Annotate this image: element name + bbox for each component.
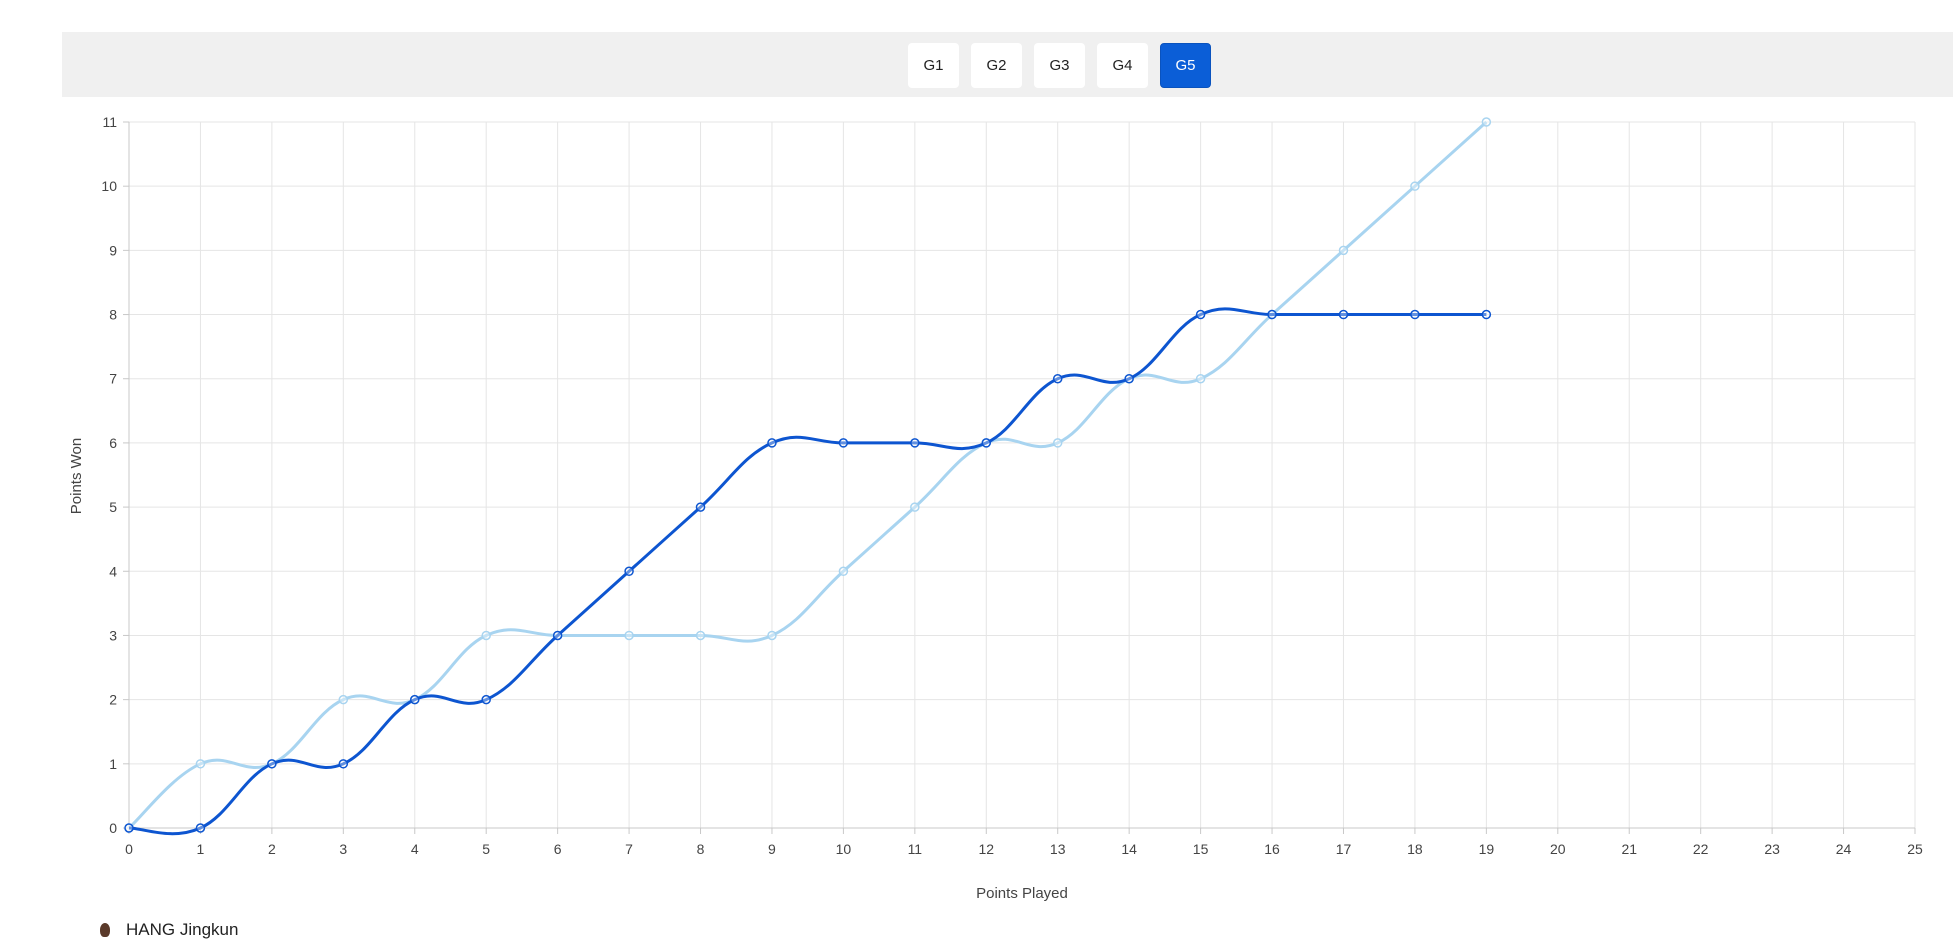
data-point[interactable] xyxy=(624,566,634,577)
data-point[interactable] xyxy=(338,694,349,705)
x-axis-title: Points Played xyxy=(976,885,1068,902)
tab-g4[interactable]: G4 xyxy=(1097,43,1148,88)
x-tick-label: 15 xyxy=(1193,841,1209,857)
game-selector-bar: G1 G2 G3 G4 G5 xyxy=(62,32,1953,97)
x-tick-label: 18 xyxy=(1407,841,1423,857)
data-point[interactable] xyxy=(410,694,420,705)
tab-g5[interactable]: G5 xyxy=(1160,43,1211,88)
game-tabs: G1 G2 G3 G4 G5 xyxy=(908,43,1211,88)
series-2 xyxy=(124,307,1492,836)
tab-g2[interactable]: G2 xyxy=(971,43,1022,88)
tick-labels: 0 1 2 3 4 5 6 7 8 9 10 11 12 13 14 15 16 17 18 19 20 21 22 23 24… xyxy=(101,114,1923,857)
y-tick-label: 10 xyxy=(101,178,117,194)
x-tick-label: 22 xyxy=(1693,841,1709,857)
data-point[interactable] xyxy=(1410,309,1420,320)
x-tick-label: 21 xyxy=(1621,841,1637,857)
data-point[interactable] xyxy=(267,759,277,769)
data-point[interactable] xyxy=(481,694,491,705)
legend-player-name: HANG Jingkun xyxy=(126,920,239,939)
series-line xyxy=(128,307,1487,836)
y-tick-label: 7 xyxy=(109,371,117,387)
series-line xyxy=(127,120,1488,830)
y-tick-label: 4 xyxy=(109,563,117,579)
series-1 xyxy=(124,117,1492,833)
x-tick-label: 13 xyxy=(1050,841,1066,857)
x-tick-label: 1 xyxy=(197,841,205,857)
x-tick-label: 0 xyxy=(125,841,133,857)
x-tick-label: 5 xyxy=(482,841,490,857)
data-point[interactable] xyxy=(338,759,349,769)
data-point[interactable] xyxy=(1410,181,1420,191)
x-tick-label: 6 xyxy=(554,841,562,857)
x-tick-label: 8 xyxy=(697,841,705,857)
data-point[interactable] xyxy=(552,630,563,641)
series xyxy=(124,117,1492,836)
avatar-icon xyxy=(100,923,110,937)
x-tick-label: 25 xyxy=(1907,841,1923,857)
data-point[interactable] xyxy=(695,502,706,512)
y-tick-label: 3 xyxy=(109,627,117,643)
y-tick-label: 6 xyxy=(109,435,117,451)
x-tick-label: 24 xyxy=(1836,841,1852,857)
data-point[interactable] xyxy=(910,502,920,512)
data-point[interactable] xyxy=(195,823,206,833)
data-point[interactable] xyxy=(910,438,920,448)
data-point[interactable] xyxy=(838,438,849,448)
x-tick-label: 16 xyxy=(1264,841,1280,857)
x-tick-label: 4 xyxy=(411,841,419,857)
data-point[interactable] xyxy=(1481,309,1492,320)
y-tick-label: 11 xyxy=(102,114,117,130)
grid xyxy=(128,121,1916,829)
axes xyxy=(123,121,1916,834)
x-tick-label: 2 xyxy=(268,841,276,857)
x-tick-label: 17 xyxy=(1336,841,1352,857)
data-point[interactable] xyxy=(838,566,849,577)
y-tick-label: 9 xyxy=(109,242,117,258)
data-point[interactable] xyxy=(981,438,992,448)
y-tick-label: 2 xyxy=(109,692,117,708)
data-point[interactable] xyxy=(1338,245,1349,256)
x-tick-label: 10 xyxy=(836,841,852,857)
data-point[interactable] xyxy=(624,630,634,641)
data-point[interactable] xyxy=(767,630,777,641)
y-tick-label: 5 xyxy=(109,499,117,515)
y-tick-label: 8 xyxy=(109,307,117,323)
data-point[interactable] xyxy=(1124,373,1134,384)
data-point[interactable] xyxy=(1052,438,1063,448)
data-point[interactable] xyxy=(1267,309,1277,320)
x-tick-label: 3 xyxy=(339,841,347,857)
tab-g3[interactable]: G3 xyxy=(1034,43,1085,88)
data-point[interactable] xyxy=(1052,373,1063,384)
legend: HANG Jingkun xyxy=(100,920,238,940)
data-point[interactable] xyxy=(695,630,706,641)
x-tick-label: 20 xyxy=(1550,841,1566,857)
data-point[interactable] xyxy=(1338,309,1349,320)
x-tick-label: 23 xyxy=(1764,841,1780,857)
tab-g1[interactable]: G1 xyxy=(908,43,959,88)
x-tick-label: 19 xyxy=(1479,841,1495,857)
data-point[interactable] xyxy=(1195,309,1206,320)
data-point[interactable] xyxy=(195,759,206,769)
y-tick-label: 0 xyxy=(109,820,117,836)
x-tick-label: 14 xyxy=(1121,841,1137,857)
data-point[interactable] xyxy=(1195,373,1206,384)
y-axis-title: Points Won xyxy=(68,438,85,514)
data-point[interactable] xyxy=(481,630,491,641)
data-point[interactable] xyxy=(1481,117,1492,127)
data-point[interactable] xyxy=(767,438,777,448)
x-tick-label: 12 xyxy=(978,841,994,857)
data-point[interactable] xyxy=(124,823,134,833)
x-tick-label: 7 xyxy=(625,841,633,857)
y-tick-label: 1 xyxy=(109,756,117,772)
x-tick-label: 9 xyxy=(768,841,776,857)
x-tick-label: 11 xyxy=(908,841,923,857)
